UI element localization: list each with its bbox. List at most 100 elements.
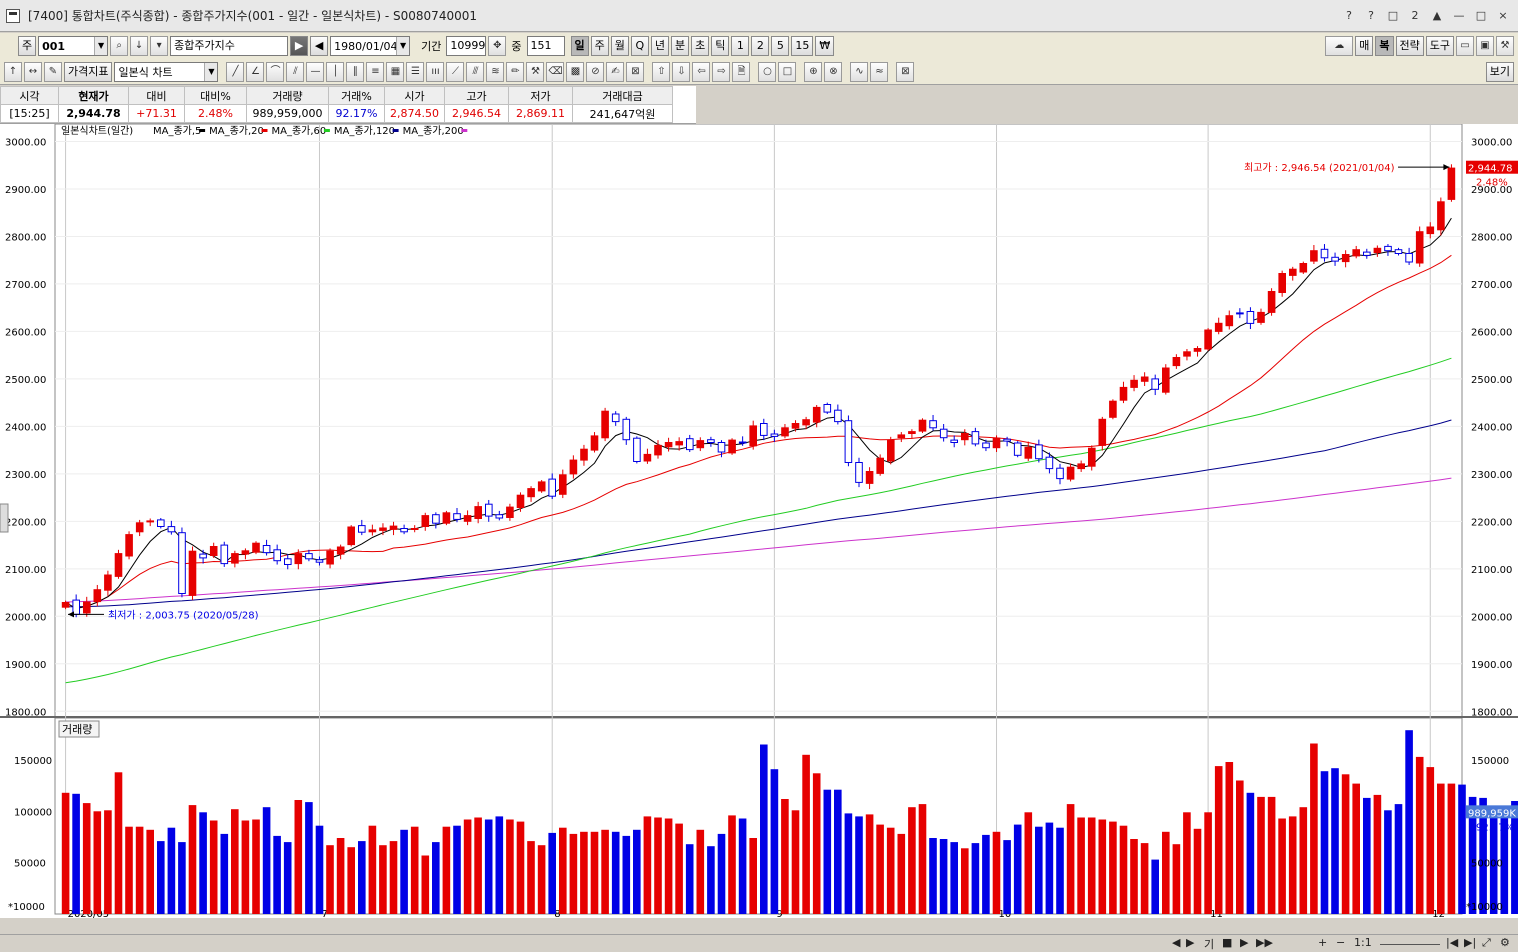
fibo-tool-icon[interactable]: ≡: [366, 61, 385, 82]
period-year[interactable]: 년: [650, 36, 669, 56]
chevron-down-icon[interactable]: ▼: [94, 37, 108, 55]
parallel-tool-icon[interactable]: ⫻: [466, 61, 485, 82]
count-button[interactable]: 2: [1411, 9, 1419, 22]
left-arrow-icon[interactable]: ⇦: [692, 61, 711, 82]
scroll-right-icon[interactable]: ▶: [1186, 936, 1195, 949]
period-second[interactable]: 초: [691, 36, 710, 56]
help-button[interactable]: ?: [1346, 9, 1352, 22]
period-day[interactable]: 일: [570, 36, 589, 56]
zoom-icon[interactable]: ⊕: [804, 61, 823, 82]
wave2-icon[interactable]: ≈: [870, 61, 889, 82]
level-tool-icon[interactable]: ☰: [406, 61, 425, 82]
right-arrow-icon[interactable]: ⇨: [712, 61, 731, 82]
note-icon[interactable]: ✍: [606, 61, 625, 82]
stop-button[interactable]: ■: [1222, 936, 1233, 949]
chart-type-combo[interactable]: 일본식 차트 ▼: [114, 61, 219, 82]
play-button[interactable]: ▶: [1240, 936, 1249, 949]
down-arrow-icon[interactable]: ⇩: [672, 61, 691, 82]
period-tick[interactable]: 틱: [711, 36, 730, 56]
dropdown-icon[interactable]: ▾: [150, 36, 169, 56]
bars-tool-icon[interactable]: ııı: [426, 61, 445, 82]
settings-icon[interactable]: ⚙: [1500, 936, 1510, 949]
strategy-button[interactable]: 전략: [1395, 36, 1424, 56]
period-minute[interactable]: 분: [671, 36, 690, 56]
indicator-button[interactable]: 가격지표: [64, 61, 113, 82]
period-5[interactable]: 5: [771, 36, 790, 56]
zoom-in-button[interactable]: +: [1318, 936, 1328, 949]
zoom-out-button[interactable]: −: [1336, 936, 1346, 949]
prev-button[interactable]: ◀: [310, 36, 329, 56]
zoom-reset-icon[interactable]: ⊗: [824, 61, 843, 82]
wave-icon[interactable]: ∿: [850, 61, 869, 82]
count-input[interactable]: 151: [526, 36, 565, 56]
chart-area[interactable]: 2020/0578910111220213000.003000.002900.0…: [0, 124, 1518, 918]
sort-icon[interactable]: ↓: [130, 36, 149, 56]
market-selector[interactable]: 주: [18, 36, 37, 56]
period-month[interactable]: 월: [610, 36, 629, 56]
period-2[interactable]: 2: [751, 36, 770, 56]
expand-icon[interactable]: ↔: [24, 61, 42, 82]
chevron-down-icon[interactable]: ▼: [396, 37, 410, 55]
edit-icon[interactable]: ✎: [44, 61, 62, 82]
grid-tool-icon[interactable]: ▦: [386, 61, 405, 82]
fan-tool-icon[interactable]: ⫽: [286, 61, 305, 82]
close-button[interactable]: ×: [1498, 9, 1508, 22]
last-page-icon[interactable]: ▶|: [1464, 936, 1477, 949]
doc-icon[interactable]: 🗎: [732, 61, 751, 82]
scroll-left-icon[interactable]: ◀: [1172, 936, 1181, 949]
period-input[interactable]: 10999: [446, 36, 487, 56]
currency-button[interactable]: ₩: [815, 36, 835, 56]
pin-button[interactable]: ▲: [1432, 9, 1442, 22]
tools-button[interactable]: 도구: [1425, 36, 1454, 56]
eraser-tool-icon[interactable]: ⌫: [546, 61, 565, 82]
vline-tool-icon[interactable]: │: [326, 61, 345, 82]
volume-bar: [696, 829, 705, 914]
cloud-icon[interactable]: ☁: [1325, 36, 1354, 56]
pencil-tool-icon[interactable]: ✏: [506, 61, 525, 82]
hline-tool-icon[interactable]: —: [306, 61, 325, 82]
angle-tool-icon[interactable]: ∠: [246, 61, 265, 82]
cancel-icon[interactable]: ⊠: [626, 61, 645, 82]
close-drawing-icon[interactable]: ⊠: [896, 61, 915, 82]
chevron-down-icon[interactable]: ▼: [204, 62, 218, 81]
arrow-up-icon[interactable]: ↑: [4, 61, 22, 82]
up-arrow-icon[interactable]: ⇧: [652, 61, 671, 82]
palette-icon[interactable]: ▩: [566, 61, 585, 82]
screen-button[interactable]: □: [1387, 9, 1399, 22]
status-base[interactable]: 기: [1204, 938, 1215, 951]
circle-icon[interactable]: ○: [758, 61, 777, 82]
wrench-icon[interactable]: ⚒: [1496, 36, 1514, 56]
first-page-icon[interactable]: |◀: [1446, 936, 1459, 949]
arc-tool-icon[interactable]: ⌒: [266, 61, 285, 82]
crosshair-icon[interactable]: ✥: [488, 36, 507, 56]
price-chart-svg[interactable]: 2020/0578910111220213000.003000.002900.0…: [0, 124, 1518, 918]
rect-icon[interactable]: □: [778, 61, 797, 82]
fast-forward-button[interactable]: ▶▶: [1256, 936, 1273, 949]
expand-icon[interactable]: ⤢: [1482, 936, 1491, 949]
minimize-button[interactable]: —: [1453, 9, 1465, 22]
channel-tool-icon[interactable]: ⟋: [446, 61, 465, 82]
period-week[interactable]: 주: [590, 36, 609, 56]
maximize-button[interactable]: □: [1475, 9, 1487, 22]
hammer-tool-icon[interactable]: ⚒: [526, 61, 545, 82]
date-combo[interactable]: 1980/01/04 ▼: [330, 36, 411, 56]
period-1[interactable]: 1: [731, 36, 750, 56]
cycle-tool-icon[interactable]: ∥: [346, 61, 365, 82]
line-tool-icon[interactable]: ╱: [226, 61, 245, 82]
period-15[interactable]: 15: [791, 36, 814, 56]
multi-line-tool-icon[interactable]: ≋: [486, 61, 505, 82]
period-quarter[interactable]: Q: [630, 36, 649, 56]
next-button[interactable]: ▶: [290, 36, 309, 56]
multi-button[interactable]: 복: [1375, 36, 1394, 56]
erase-all-icon[interactable]: ⊘: [586, 61, 605, 82]
folder-icon[interactable]: ▭: [1456, 36, 1474, 56]
zoom-slider[interactable]: [1380, 936, 1440, 945]
save-icon[interactable]: ▣: [1476, 36, 1494, 56]
search-icon[interactable]: ⌕: [110, 36, 129, 56]
volume-last-text: 989,959K: [1468, 808, 1516, 819]
view-button[interactable]: 보기: [1485, 61, 1514, 82]
code-combo[interactable]: 001 ▼: [38, 36, 109, 56]
trade-button[interactable]: 매: [1355, 36, 1374, 56]
question-button[interactable]: ?: [1368, 9, 1374, 22]
stock-name-field[interactable]: 종합주가지수: [170, 36, 289, 56]
